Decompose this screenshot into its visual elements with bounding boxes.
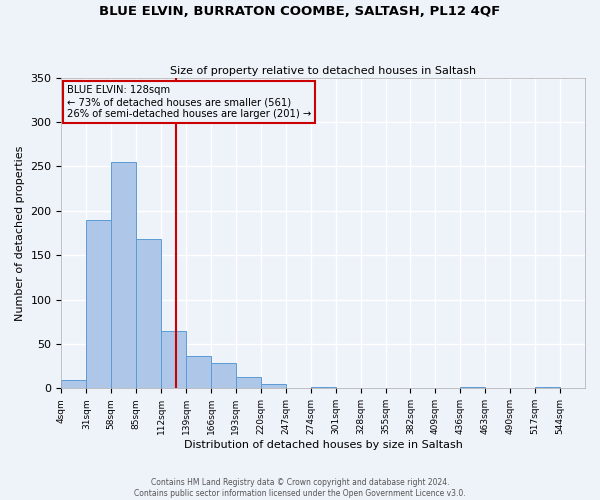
Title: Size of property relative to detached houses in Saltash: Size of property relative to detached ho…: [170, 66, 476, 76]
Bar: [161, 330, 186, 388]
Bar: [211, 364, 236, 388]
Y-axis label: Number of detached properties: Number of detached properties: [15, 146, 25, 320]
Text: Contains HM Land Registry data © Crown copyright and database right 2024.
Contai: Contains HM Land Registry data © Crown c…: [134, 478, 466, 498]
Bar: [111, 162, 136, 388]
Bar: [236, 377, 261, 388]
Bar: [261, 384, 286, 388]
Bar: [311, 386, 335, 388]
Bar: [186, 356, 211, 388]
Text: BLUE ELVIN: 128sqm
← 73% of detached houses are smaller (561)
26% of semi-detach: BLUE ELVIN: 128sqm ← 73% of detached hou…: [67, 86, 311, 118]
Bar: [136, 239, 161, 388]
X-axis label: Distribution of detached houses by size in Saltash: Distribution of detached houses by size …: [184, 440, 463, 450]
Text: BLUE ELVIN, BURRATON COOMBE, SALTASH, PL12 4QF: BLUE ELVIN, BURRATON COOMBE, SALTASH, PL…: [100, 5, 500, 18]
Bar: [61, 380, 86, 388]
Bar: [86, 220, 111, 388]
